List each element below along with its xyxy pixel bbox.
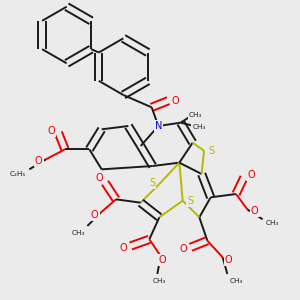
Text: CH₃: CH₃ <box>230 278 243 284</box>
Text: O: O <box>95 173 103 183</box>
Text: N: N <box>154 121 162 131</box>
Text: S: S <box>149 178 155 188</box>
Text: CH₃: CH₃ <box>266 220 279 226</box>
Text: O: O <box>158 255 166 265</box>
Text: O: O <box>119 243 127 253</box>
Text: CH₃: CH₃ <box>71 230 85 236</box>
Text: CH₃: CH₃ <box>192 124 206 130</box>
Text: CH₃: CH₃ <box>189 112 202 118</box>
Text: O: O <box>47 126 55 136</box>
Text: S: S <box>208 146 214 156</box>
Text: S: S <box>187 196 193 206</box>
Text: CH₃: CH₃ <box>152 278 166 284</box>
Text: O: O <box>172 96 179 106</box>
Text: O: O <box>179 244 187 254</box>
Text: O: O <box>248 170 255 180</box>
Text: O: O <box>35 156 43 166</box>
Text: O: O <box>91 210 98 220</box>
Text: O: O <box>251 206 259 216</box>
Text: C₂H₅: C₂H₅ <box>10 171 26 177</box>
Text: O: O <box>225 255 232 265</box>
